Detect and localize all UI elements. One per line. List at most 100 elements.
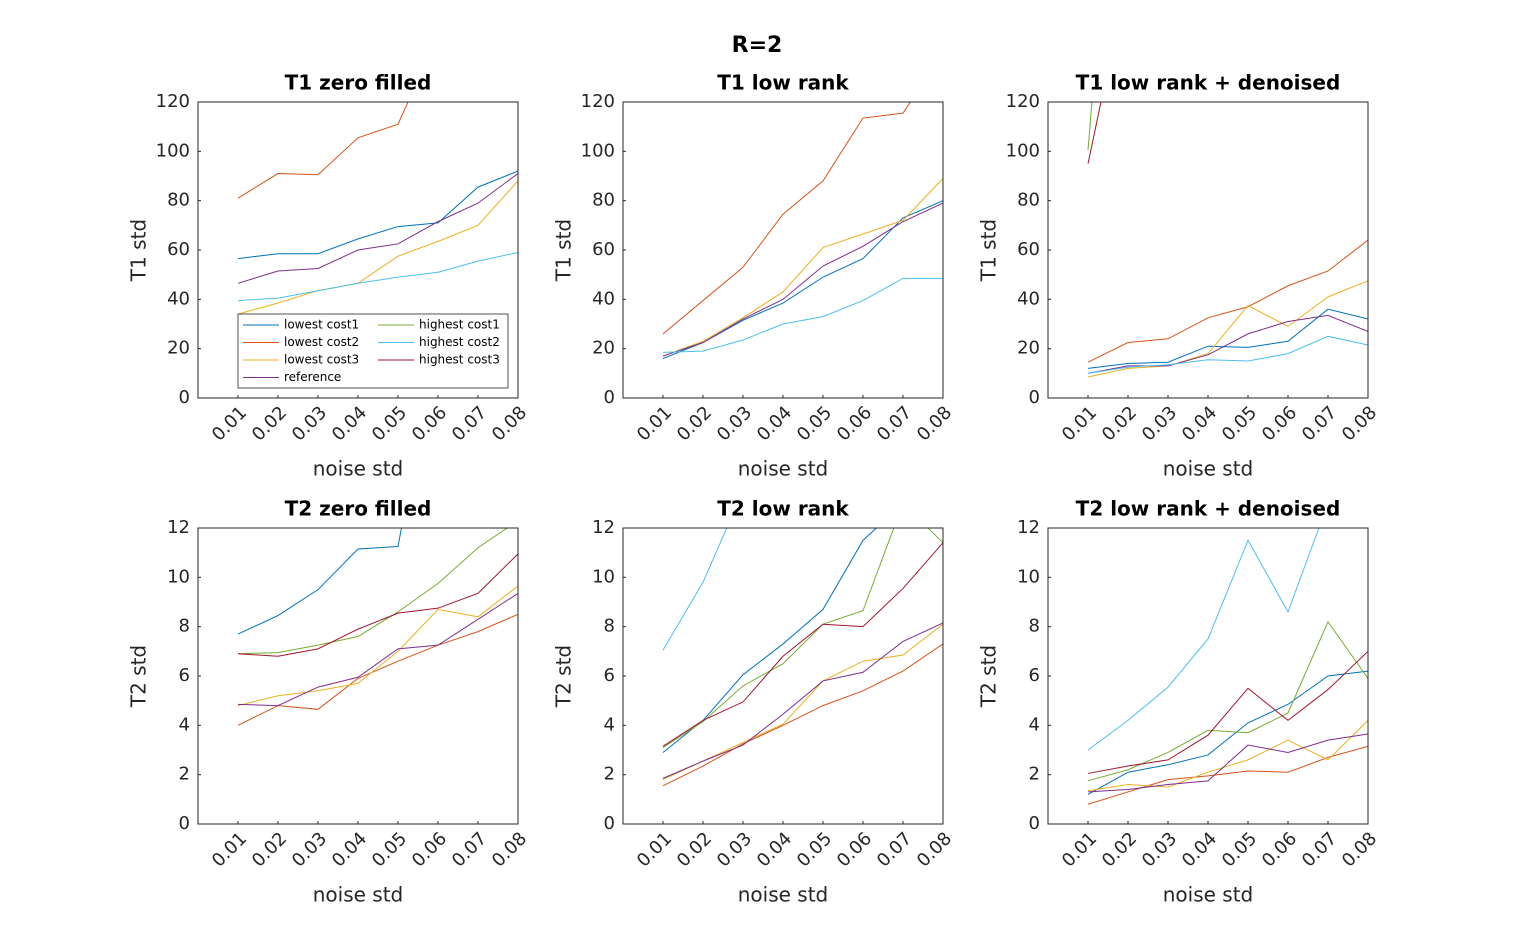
x-tick-label: 0.06 [833, 828, 876, 871]
x-tick-label: 0.07 [873, 402, 916, 445]
y-axis-label: T1 std [127, 219, 151, 282]
y-axis-label: T2 std [552, 645, 576, 708]
figure-title: R=2 [732, 33, 783, 58]
y-tick-label: 20 [1017, 338, 1040, 359]
y-tick-label: 100 [1006, 140, 1040, 161]
x-axis-label: noise std [738, 457, 829, 481]
y-tick-label: 80 [167, 190, 190, 211]
x-tick-label: 0.01 [633, 828, 676, 871]
y-tick-label: 8 [179, 616, 190, 637]
x-tick-label: 0.04 [1178, 828, 1221, 871]
x-tick-label: 0.03 [1138, 828, 1181, 871]
series-line [662, 202, 943, 357]
legend-label: lowest cost3 [284, 353, 359, 367]
subplot-title: T1 low rank + denoised [1076, 71, 1341, 95]
x-tick-label: 0.05 [1218, 402, 1261, 445]
y-tick-label: 0 [179, 813, 190, 834]
x-tick-label: 0.05 [368, 828, 411, 871]
subplot-title: T1 zero filled [285, 71, 432, 95]
x-tick-label: 0.01 [1058, 828, 1101, 871]
subplot-title: T2 low rank + denoised [1076, 497, 1341, 521]
series-line [1087, 314, 1368, 374]
series-line [1087, 528, 1320, 751]
y-tick-label: 80 [592, 190, 615, 211]
legend-label: highest cost1 [419, 318, 500, 332]
x-axis-label: noise std [1163, 883, 1254, 907]
series-line [237, 613, 518, 726]
series-line [662, 622, 943, 779]
x-tick-label: 0.05 [368, 402, 411, 445]
y-tick-label: 10 [1017, 566, 1040, 587]
x-tick-label: 0.01 [633, 402, 676, 445]
x-tick-label: 0.05 [793, 828, 836, 871]
x-tick-label: 0.08 [1338, 402, 1381, 445]
series-line [1087, 335, 1368, 374]
y-tick-label: 2 [604, 764, 615, 785]
y-tick-label: 20 [167, 338, 190, 359]
y-tick-label: 40 [1017, 288, 1040, 309]
x-tick-label: 0.04 [328, 402, 371, 445]
x-tick-label: 0.02 [673, 402, 716, 445]
y-tick-label: 60 [1017, 239, 1040, 260]
series-line [237, 528, 508, 655]
x-tick-label: 0.06 [833, 402, 876, 445]
x-axis-label: noise std [738, 883, 829, 907]
x-tick-label: 0.01 [208, 402, 251, 445]
x-tick-label: 0.08 [488, 402, 531, 445]
y-tick-label: 10 [167, 566, 190, 587]
x-tick-label: 0.08 [1338, 828, 1381, 871]
y-tick-label: 0 [1029, 387, 1040, 408]
y-tick-label: 4 [1029, 714, 1040, 735]
x-axis-label: noise std [313, 883, 404, 907]
legend-label: lowest cost1 [284, 318, 359, 332]
series-line [662, 528, 728, 651]
y-tick-label: 0 [179, 387, 190, 408]
y-tick-label: 0 [604, 813, 615, 834]
x-tick-label: 0.02 [248, 828, 291, 871]
y-tick-label: 120 [156, 91, 190, 112]
x-axis-label: noise std [313, 457, 404, 481]
y-tick-label: 100 [156, 140, 190, 161]
x-tick-label: 0.04 [753, 828, 796, 871]
y-tick-label: 60 [167, 239, 190, 260]
series-line [1087, 280, 1368, 378]
series-line [237, 528, 402, 635]
y-tick-label: 20 [592, 338, 615, 359]
series-line [237, 170, 518, 260]
x-tick-label: 0.06 [1258, 402, 1301, 445]
series-line [662, 102, 911, 335]
legend-label: highest cost3 [419, 353, 500, 367]
series-line [237, 180, 518, 315]
x-tick-label: 0.02 [248, 402, 291, 445]
series-line [662, 528, 943, 748]
series-line [237, 592, 518, 707]
x-axis-label: noise std [1163, 457, 1254, 481]
series-line [1087, 650, 1368, 774]
y-axis-label: T2 std [127, 645, 151, 708]
x-tick-label: 0.07 [448, 828, 491, 871]
series-line [1087, 239, 1368, 363]
plot-area [623, 528, 943, 824]
y-tick-label: 12 [167, 517, 190, 538]
series-line [662, 528, 878, 753]
x-tick-label: 0.06 [408, 828, 451, 871]
y-tick-label: 4 [604, 714, 615, 735]
series-line [237, 102, 409, 199]
y-tick-label: 12 [592, 517, 615, 538]
y-tick-label: 2 [1029, 764, 1040, 785]
x-tick-label: 0.04 [753, 402, 796, 445]
y-tick-label: 0 [604, 387, 615, 408]
subplot-title: T2 zero filled [285, 497, 432, 521]
y-tick-label: 6 [604, 665, 615, 686]
y-tick-label: 8 [1029, 616, 1040, 637]
y-tick-label: 100 [581, 140, 615, 161]
series-line [1087, 733, 1368, 793]
series-line [1087, 670, 1368, 795]
series-line [1087, 745, 1368, 805]
plot-area [623, 102, 943, 398]
y-tick-label: 10 [592, 566, 615, 587]
x-tick-label: 0.03 [1138, 402, 1181, 445]
x-tick-label: 0.07 [448, 402, 491, 445]
subplot-title: T1 low rank [717, 71, 849, 95]
legend-label: reference [284, 370, 341, 384]
